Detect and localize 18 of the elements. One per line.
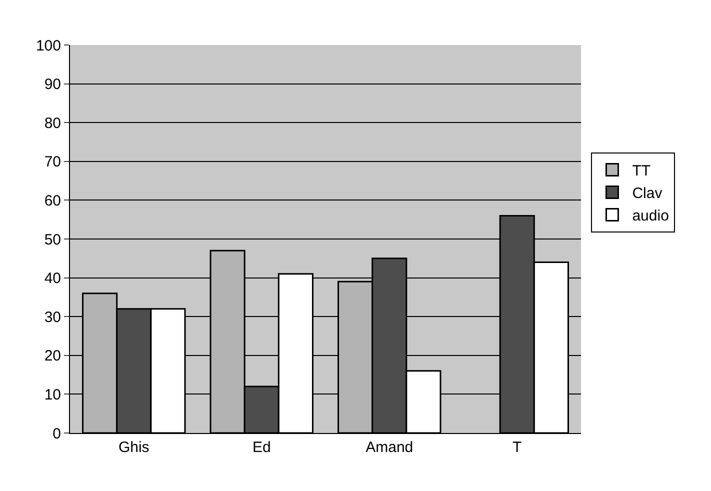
y-tick-label: 40 bbox=[44, 270, 61, 288]
x-tick-label: Amand bbox=[366, 439, 414, 456]
x-tick-label: Ed bbox=[252, 439, 271, 456]
y-tick-label: 100 bbox=[36, 37, 61, 54]
y-tick-label: 30 bbox=[44, 308, 61, 326]
y-tick-label: 20 bbox=[44, 348, 61, 365]
y-tick-label: 10 bbox=[44, 386, 61, 404]
x-tick-label: Ghis bbox=[118, 439, 150, 456]
y-tick-label: 70 bbox=[44, 154, 61, 171]
y-tick-label: 90 bbox=[44, 76, 61, 94]
y-tick-label: 60 bbox=[44, 192, 61, 210]
y-tick-label: 0 bbox=[52, 425, 61, 442]
y-tick-label: 80 bbox=[44, 114, 61, 132]
legend-label: TT bbox=[632, 162, 651, 180]
legend-label: Clav bbox=[632, 185, 663, 202]
y-tick-label: 50 bbox=[44, 231, 61, 248]
legend-label: audio bbox=[632, 208, 669, 225]
x-tick-label: T bbox=[512, 439, 522, 456]
